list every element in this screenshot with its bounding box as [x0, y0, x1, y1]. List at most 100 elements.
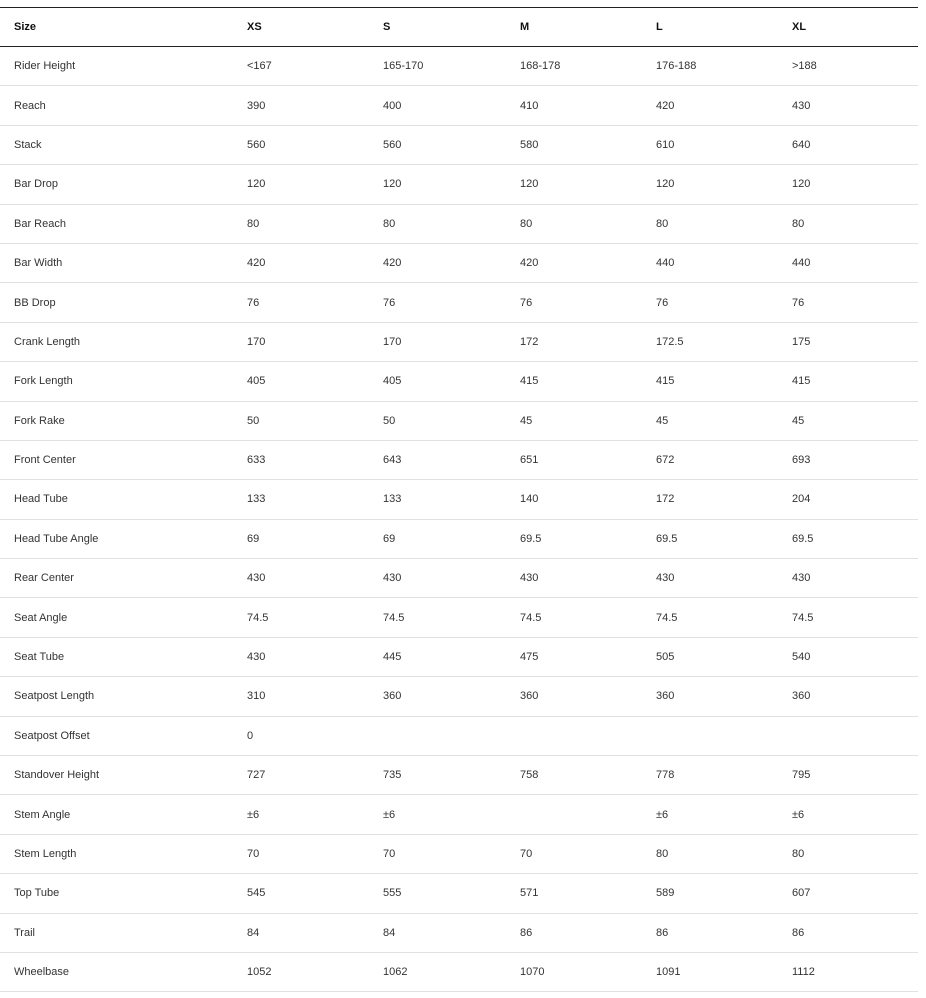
row-label: Fork Rake: [0, 401, 233, 441]
row-label: Head Tube Angle: [0, 519, 233, 560]
cell-value: 80: [778, 834, 918, 875]
row-label: Crank Length: [0, 322, 233, 363]
cell-value: 172.5: [642, 322, 778, 363]
cell-value: 175: [778, 322, 918, 363]
cell-value: 560: [369, 125, 506, 166]
row-label: Standover Height: [0, 755, 233, 796]
table-row: Fork Rake 50 50 45 45 45: [0, 401, 918, 441]
cell-value: 643: [369, 440, 506, 481]
cell-value: 420: [233, 243, 369, 284]
row-label: Front Center: [0, 440, 233, 481]
cell-value: 1112: [778, 952, 918, 993]
cell-value: [506, 794, 642, 835]
cell-value: 204: [778, 479, 918, 520]
cell-value: 76: [369, 282, 506, 323]
cell-value: 50: [369, 401, 506, 441]
cell-value: 545: [233, 873, 369, 914]
cell-value: 555: [369, 873, 506, 914]
cell-value: 420: [642, 85, 778, 126]
cell-value: 80: [369, 204, 506, 244]
cell-value: <167: [233, 46, 369, 87]
cell-value: [778, 716, 918, 757]
cell-value: 571: [506, 873, 642, 914]
cell-value: 1062: [369, 952, 506, 993]
row-label: Stem Length: [0, 834, 233, 875]
cell-value: 74.5: [506, 597, 642, 638]
row-label: Seatpost Offset: [0, 716, 233, 757]
cell-value: ±6: [233, 794, 369, 835]
cell-value: 70: [506, 834, 642, 875]
table-row: Stack 560 560 580 610 640: [0, 125, 918, 166]
cell-value: 80: [642, 834, 778, 875]
cell-value: 430: [778, 85, 918, 126]
row-label: Bar Width: [0, 243, 233, 284]
cell-value: 440: [642, 243, 778, 284]
cell-value: 610: [642, 125, 778, 166]
cell-value: 170: [369, 322, 506, 363]
table-row: Seat Tube 430 445 475 505 540: [0, 637, 918, 678]
cell-value: 80: [506, 204, 642, 244]
table-row: Wheelbase 1052 1062 1070 1091 1112: [0, 952, 918, 993]
cell-value: 410: [506, 85, 642, 126]
cell-value: 120: [369, 164, 506, 205]
cell-value: 430: [642, 558, 778, 599]
cell-value: 475: [506, 637, 642, 678]
cell-value: 445: [369, 637, 506, 678]
table-row: Head Tube Angle 69 69 69.5 69.5 69.5: [0, 519, 918, 560]
cell-value: 76: [233, 282, 369, 323]
cell-value: 360: [506, 676, 642, 717]
cell-value: 607: [778, 873, 918, 914]
cell-value: 505: [642, 637, 778, 678]
cell-value: 165-170: [369, 46, 506, 87]
cell-value: 176-188: [642, 46, 778, 87]
row-label: Stack: [0, 125, 233, 166]
header-size-m: M: [506, 7, 642, 47]
table-row: Bar Drop 120 120 120 120 120: [0, 164, 918, 205]
cell-value: 415: [642, 361, 778, 402]
cell-value: 45: [506, 401, 642, 441]
cell-value: 50: [233, 401, 369, 441]
table-row: Seatpost Offset 0: [0, 716, 918, 757]
header-row: Size XS S M L XL: [0, 7, 918, 47]
cell-value: 693: [778, 440, 918, 481]
cell-value: 170: [233, 322, 369, 363]
cell-value: 120: [233, 164, 369, 205]
cell-value: 415: [506, 361, 642, 402]
cell-value: 1052: [233, 952, 369, 993]
cell-value: ±6: [778, 794, 918, 835]
cell-value: 640: [778, 125, 918, 166]
cell-value: 140: [506, 479, 642, 520]
table-row: Seat Angle 74.5 74.5 74.5 74.5 74.5: [0, 597, 918, 638]
cell-value: 74.5: [642, 597, 778, 638]
row-label: Head Tube: [0, 479, 233, 520]
cell-value: 86: [506, 913, 642, 953]
cell-value: 69: [233, 519, 369, 560]
cell-value: 405: [233, 361, 369, 402]
cell-value: 172: [642, 479, 778, 520]
table-row: Head Tube 133 133 140 172 204: [0, 479, 918, 520]
row-label: Seat Tube: [0, 637, 233, 678]
cell-value: ±6: [369, 794, 506, 835]
cell-value: 651: [506, 440, 642, 481]
cell-value: 360: [369, 676, 506, 717]
geometry-table: Size XS S M L XL Rider Height <167 165-170 168-1…: [0, 7, 918, 993]
row-label: BB Drop: [0, 282, 233, 323]
cell-value: 735: [369, 755, 506, 796]
cell-value: 360: [778, 676, 918, 717]
cell-value: 430: [506, 558, 642, 599]
cell-value: 540: [778, 637, 918, 678]
cell-value: 120: [642, 164, 778, 205]
cell-value: 172: [506, 322, 642, 363]
cell-value: 400: [369, 85, 506, 126]
cell-value: 589: [642, 873, 778, 914]
table-row: Seatpost Length 310 360 360 360 360: [0, 676, 918, 717]
cell-value: ±6: [642, 794, 778, 835]
cell-value: 120: [778, 164, 918, 205]
cell-value: [369, 716, 506, 757]
cell-value: 76: [506, 282, 642, 323]
header-size-xl: XL: [778, 7, 918, 47]
header-size-s: S: [369, 7, 506, 47]
table-row: Rear Center 430 430 430 430 430: [0, 558, 918, 599]
cell-value: 672: [642, 440, 778, 481]
cell-value: 1091: [642, 952, 778, 993]
